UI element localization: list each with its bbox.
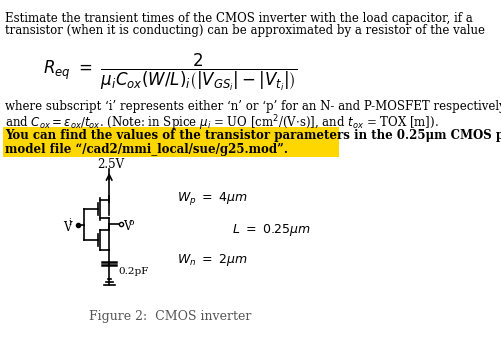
- Text: $W_p\ =\ 4\mu m$: $W_p\ =\ 4\mu m$: [177, 190, 248, 207]
- Text: $R_{eq}\ =\ \dfrac{2}{\mu_i C_{ox}(W/L)_i\left(|V_{GS_i}| - |V_{t_i}|\right)}$: $R_{eq}\ =\ \dfrac{2}{\mu_i C_{ox}(W/L)_…: [43, 52, 298, 93]
- Text: V: V: [123, 220, 131, 233]
- Text: model file “/cad2/mmi_local/sue/g25.mod”.: model file “/cad2/mmi_local/sue/g25.mod”…: [6, 143, 289, 156]
- Text: where subscript ‘i’ represents either ‘n’ or ‘p’ for an N- and P-MOSFET respecti: where subscript ‘i’ represents either ‘n…: [6, 100, 501, 113]
- Text: transistor (when it is conducting) can be approximated by a resistor of the valu: transistor (when it is conducting) can b…: [6, 24, 485, 37]
- Text: $L\ =\ 0.25\mu m$: $L\ =\ 0.25\mu m$: [232, 222, 311, 238]
- Text: $W_n\ =\ 2\mu m$: $W_n\ =\ 2\mu m$: [177, 252, 248, 268]
- Text: 0.2pF: 0.2pF: [119, 267, 149, 276]
- Text: 2.5V: 2.5V: [98, 158, 125, 171]
- Bar: [3, 127, 339, 157]
- Text: V: V: [64, 221, 72, 234]
- Text: Figure 2:  CMOS inverter: Figure 2: CMOS inverter: [89, 310, 252, 323]
- Text: Estimate the transient times of the CMOS inverter with the load capacitor, if a: Estimate the transient times of the CMOS…: [6, 12, 473, 25]
- Text: i: i: [69, 218, 72, 227]
- Text: You can find the values of the transistor parameters in the 0.25μm CMOS process: You can find the values of the transisto…: [6, 129, 501, 142]
- Text: and $C_{ox} = \varepsilon_{ox}/t_{ox}$. (Note: in Spice $\mu_i$ = UO [cm$^2$/(V$: and $C_{ox} = \varepsilon_{ox}/t_{ox}$. …: [6, 113, 439, 133]
- Text: o: o: [128, 218, 134, 227]
